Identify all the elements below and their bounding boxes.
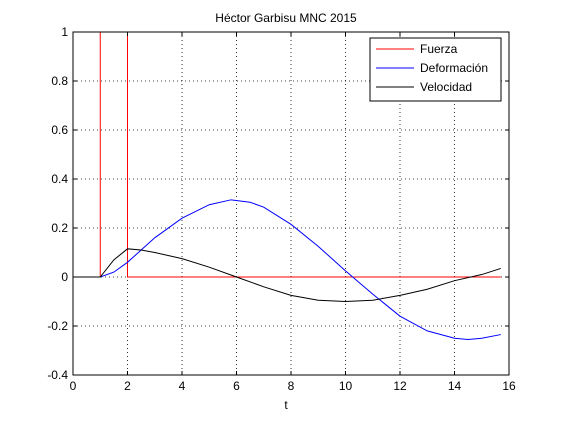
x-axis-label: t: [284, 398, 288, 412]
x-tick-label: 6: [233, 379, 240, 393]
x-tick-label: 16: [502, 379, 516, 393]
y-tick-label: -0.2: [47, 319, 68, 333]
y-tick-label: 0.4: [51, 172, 68, 186]
legend-label: Velocidad: [420, 80, 472, 94]
series-line-velocidad: [73, 248, 501, 303]
x-tick-label: 12: [393, 379, 407, 393]
series-line-deformaci-n: [73, 199, 501, 340]
legend-label: Fuerza: [420, 42, 458, 56]
chart-title: Héctor Garbisu MNC 2015: [215, 11, 357, 25]
x-tick-label: 14: [448, 379, 462, 393]
y-tick-label: 0: [61, 270, 68, 284]
y-tick-label: -0.4: [47, 368, 68, 382]
x-tick-label: 4: [179, 379, 186, 393]
y-tick-label: 1: [61, 25, 68, 39]
x-tick-label: 0: [70, 379, 77, 393]
legend-label: Deformación: [420, 61, 488, 75]
y-tick-label: 0.6: [51, 123, 68, 137]
y-tick-label: 0.2: [51, 221, 68, 235]
x-tick-label: 8: [288, 379, 295, 393]
x-tick-label: 2: [124, 379, 131, 393]
y-tick-label: 0.8: [51, 74, 68, 88]
x-tick-label: 10: [339, 379, 353, 393]
legend: Fuerza Deformación Velocidad: [369, 37, 502, 102]
